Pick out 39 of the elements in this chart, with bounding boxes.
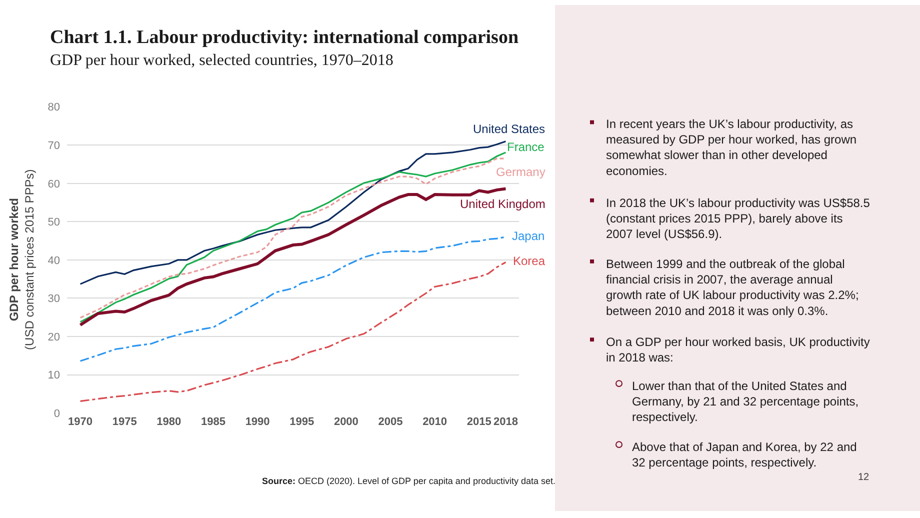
y-tick-label: 30 bbox=[48, 293, 60, 306]
source-note: Source: OECD (2020). Level of GDP per capita and productivity data set. bbox=[262, 476, 556, 486]
text: On a GDP per hour worked basis, UK productivity in 2018 was: bbox=[606, 335, 870, 365]
x-tick-label: 2000 bbox=[334, 416, 358, 428]
x-tick-label: 1990 bbox=[245, 416, 270, 428]
x-tick-label: 2018 bbox=[493, 416, 518, 428]
text: Lower than that of the United States and Germany, by 21 and 32 percentage points, respectively. bbox=[632, 379, 859, 424]
text: Above that of Japan and Korea, by 22 and 32 percentage points, respectively. bbox=[632, 440, 857, 470]
y-tick-label: 20 bbox=[48, 331, 60, 344]
y-axis-title: GDP per hour worked (USD constant prices 2015 PPPs) bbox=[7, 169, 37, 350]
line-series bbox=[79, 261, 507, 402]
text: In 2018 the UK’s labour productivity was US$58.5 (constant prices 2015 PPP), barely above its 2007 level (US$56.9). bbox=[606, 196, 870, 242]
x-tick-label: 2005 bbox=[378, 416, 403, 428]
x-tick-label: 1975 bbox=[112, 416, 137, 428]
chart-subtitle: GDP per hour worked, selected countries, 1970–2018 bbox=[50, 52, 394, 69]
x-tick-label: 1995 bbox=[290, 416, 314, 428]
x-tick-label: 2015 bbox=[466, 416, 492, 428]
y-tick-label: 60 bbox=[48, 178, 60, 190]
series-label: United Kingdom bbox=[460, 197, 546, 211]
series-label: France bbox=[507, 140, 545, 154]
x-tick-label: 1985 bbox=[201, 416, 226, 428]
line-series bbox=[79, 236, 507, 362]
series-label: Germany bbox=[496, 165, 546, 179]
series-label: Japan bbox=[512, 229, 545, 243]
y-tick-label: 80 bbox=[48, 102, 60, 114]
chart-title: Chart 1.1. Labour productivity: international comparison bbox=[50, 27, 519, 48]
y-tick-label: 70 bbox=[48, 140, 60, 152]
x-tick-label: 2010 bbox=[422, 416, 448, 428]
text: Between 1999 and the outbreak of the global financial crisis in 2007, the average annual growth rate of UK labour productivity was 2.2%; between 2010 and 2018 it was only 0.3%. bbox=[606, 257, 859, 318]
text: In recent years the UK’s labour productivity, as measured by GDP per hour worked, has grown somewhat slower than in other developed economies. bbox=[606, 117, 857, 178]
x-tick-label: 1970 bbox=[68, 416, 93, 428]
y-tick-label: 10 bbox=[48, 370, 60, 382]
series-label: United States bbox=[473, 122, 546, 136]
text: 12 bbox=[858, 472, 870, 483]
x-tick-label: 1980 bbox=[156, 416, 182, 428]
series-label: Korea bbox=[513, 254, 546, 268]
y-tick-label: 0 bbox=[54, 408, 60, 420]
y-tick-label: 40 bbox=[48, 254, 60, 267]
y-tick-label: 50 bbox=[48, 216, 60, 229]
